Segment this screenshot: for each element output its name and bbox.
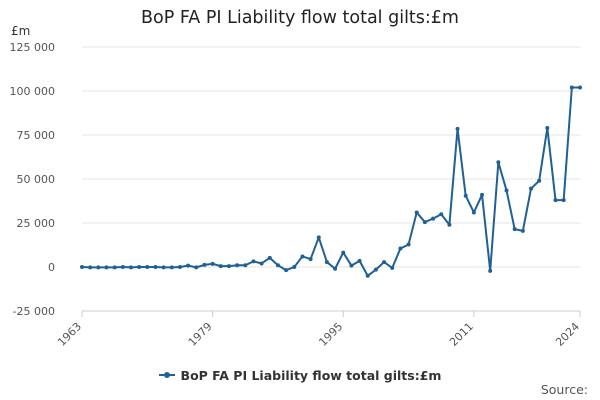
data-point[interactable] [414, 210, 419, 215]
data-point[interactable] [488, 268, 493, 273]
data-point[interactable] [545, 125, 550, 130]
legend-label: BoP FA PI Liability flow total gilts:£m [180, 367, 442, 383]
data-point[interactable] [210, 261, 215, 266]
data-point[interactable] [104, 265, 109, 270]
x-tick-label: 1979 [186, 320, 215, 349]
data-point[interactable] [341, 250, 346, 255]
data-point[interactable] [520, 228, 525, 233]
data-point[interactable] [275, 263, 280, 268]
x-tick-label: 1995 [316, 320, 345, 349]
data-point[interactable] [145, 265, 150, 269]
data-point[interactable] [112, 265, 117, 270]
data-point[interactable] [88, 265, 93, 270]
data-point[interactable] [235, 263, 240, 268]
data-point[interactable] [324, 260, 329, 265]
data-point[interactable] [390, 265, 395, 270]
data-point[interactable] [153, 265, 158, 269]
data-point[interactable] [471, 210, 476, 215]
x-axis: 1963 1979 1995 2011 2024 [55, 310, 582, 349]
source-label: Source: [540, 382, 588, 397]
data-point[interactable] [349, 263, 354, 268]
y-tick-label: 100 000 [10, 85, 56, 98]
data-point[interactable] [80, 265, 84, 269]
data-point[interactable] [529, 186, 534, 191]
data-point[interactable] [226, 264, 231, 269]
data-point[interactable] [357, 258, 362, 263]
legend: BoP FA PI Liability flow total gilts:£m [0, 364, 600, 383]
data-point[interactable] [561, 198, 566, 203]
data-point[interactable] [251, 259, 256, 264]
series-line [81, 86, 580, 277]
data-point[interactable] [300, 254, 305, 259]
data-point[interactable] [169, 265, 174, 270]
data-point[interactable] [308, 257, 313, 262]
data-point[interactable] [447, 222, 452, 227]
data-point[interactable] [161, 265, 166, 270]
data-point[interactable] [569, 85, 574, 90]
data-point[interactable] [398, 246, 403, 251]
data-point[interactable] [316, 235, 321, 240]
data-point[interactable] [439, 212, 444, 217]
data-point[interactable] [120, 265, 125, 269]
data-point[interactable] [186, 263, 191, 268]
x-tick-label: 2011 [447, 320, 476, 349]
data-point[interactable] [267, 255, 272, 260]
data-point[interactable] [365, 273, 370, 278]
data-point[interactable] [537, 178, 542, 183]
data-point[interactable] [578, 85, 582, 90]
data-point[interactable] [496, 160, 501, 165]
data-point[interactable] [137, 265, 142, 269]
legend-item[interactable]: BoP FA PI Liability flow total gilts:£m [158, 367, 442, 383]
data-point[interactable] [512, 227, 517, 232]
y-axis-ticks: 125 000 100 000 75 000 50 000 25 000 0 -25 000 [10, 41, 56, 318]
data-point[interactable] [194, 265, 199, 270]
series-group [80, 85, 582, 278]
data-point[interactable] [463, 193, 468, 198]
data-point[interactable] [218, 264, 223, 269]
data-point[interactable] [202, 262, 207, 267]
data-point[interactable] [333, 266, 338, 271]
data-point[interactable] [177, 265, 182, 269]
data-point[interactable] [259, 261, 264, 266]
data-point[interactable] [373, 267, 378, 272]
data-point[interactable] [406, 242, 411, 247]
y-tick-label: 0 [48, 261, 55, 274]
data-point[interactable] [455, 126, 460, 131]
y-tick-label: 25 000 [17, 217, 56, 230]
y-tick-label: 50 000 [17, 173, 56, 186]
data-point[interactable] [284, 268, 289, 273]
data-point[interactable] [431, 216, 436, 221]
x-tick-label: 2024 [553, 320, 582, 349]
y-axis-unit-label: £m [11, 24, 31, 38]
chart-title: BoP FA PI Liability flow total gilts:£m [141, 8, 459, 28]
data-point[interactable] [243, 263, 248, 268]
x-tick-label: 1963 [55, 320, 84, 349]
data-point[interactable] [504, 188, 509, 193]
legend-line-marker [158, 372, 175, 378]
data-point[interactable] [553, 198, 558, 203]
data-point[interactable] [382, 260, 387, 265]
data-point[interactable] [128, 265, 133, 270]
data-point[interactable] [96, 265, 101, 270]
data-point[interactable] [480, 192, 485, 197]
data-point[interactable] [422, 220, 427, 225]
y-tick-label: 125 000 [10, 41, 56, 54]
y-tick-label: 75 000 [17, 129, 56, 142]
grid-lines [82, 46, 580, 312]
data-point[interactable] [292, 265, 297, 269]
y-tick-label: -25 000 [13, 305, 55, 318]
